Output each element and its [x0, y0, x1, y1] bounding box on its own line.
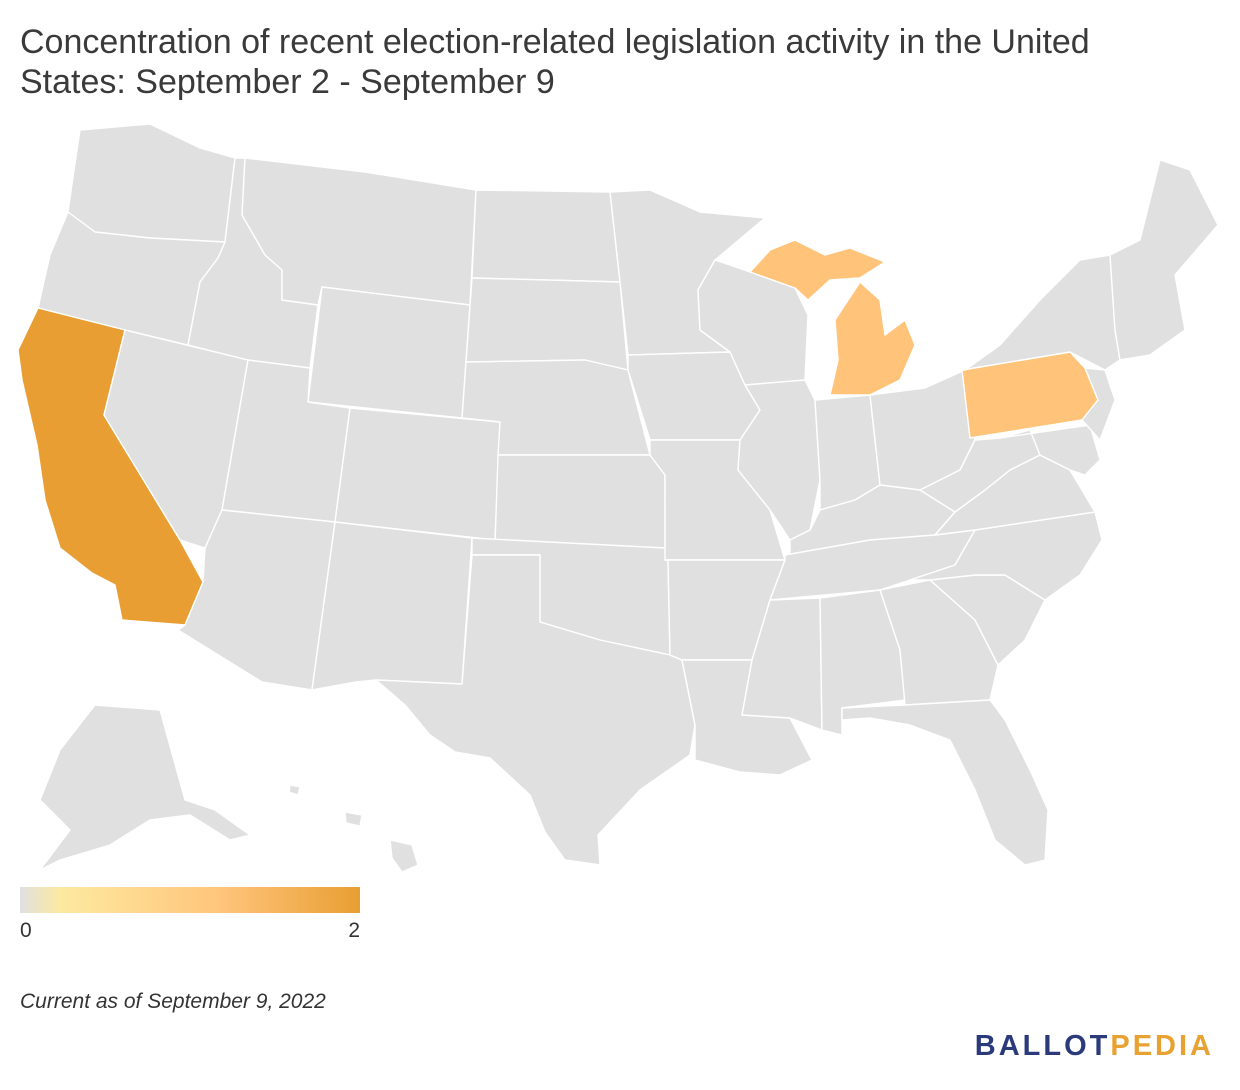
legend-min-label: 0 — [20, 919, 32, 942]
map-title: Concentration of recent election-related… — [20, 23, 1090, 101]
legend-gradient-bar — [20, 887, 360, 913]
state-michigan-lower — [829, 281, 916, 396]
state-colorado — [334, 407, 501, 541]
state-newyork — [961, 254, 1121, 371]
ballotpedia-logo: BALLOTPEDIA — [975, 1030, 1214, 1063]
logo-part-ballot: BALLOT — [974, 1030, 1111, 1062]
state-southdakota — [465, 277, 629, 371]
state-montana — [241, 157, 477, 306]
legend-max-label: 2 — [348, 919, 360, 942]
state-washington — [67, 123, 236, 243]
state-hawaii-islands — [288, 784, 363, 827]
state-wyoming — [307, 286, 471, 419]
state-florida — [841, 699, 1049, 866]
state-michigan-upper — [749, 239, 886, 301]
footnote: Current as of September 9, 2022 — [20, 990, 326, 1013]
state-hawaii — [389, 839, 419, 873]
state-newengland — [1109, 159, 1219, 361]
state-newmexico — [311, 521, 473, 691]
state-alaska — [39, 704, 251, 871]
state-texas — [375, 554, 696, 866]
state-northdakota — [471, 189, 621, 283]
us-map — [17, 123, 1219, 873]
color-legend: 0 2 — [20, 887, 360, 947]
state-kansas — [494, 454, 666, 549]
logo-part-pedia: PEDIA — [1110, 1030, 1214, 1062]
state-northcarolina — [909, 511, 1103, 601]
